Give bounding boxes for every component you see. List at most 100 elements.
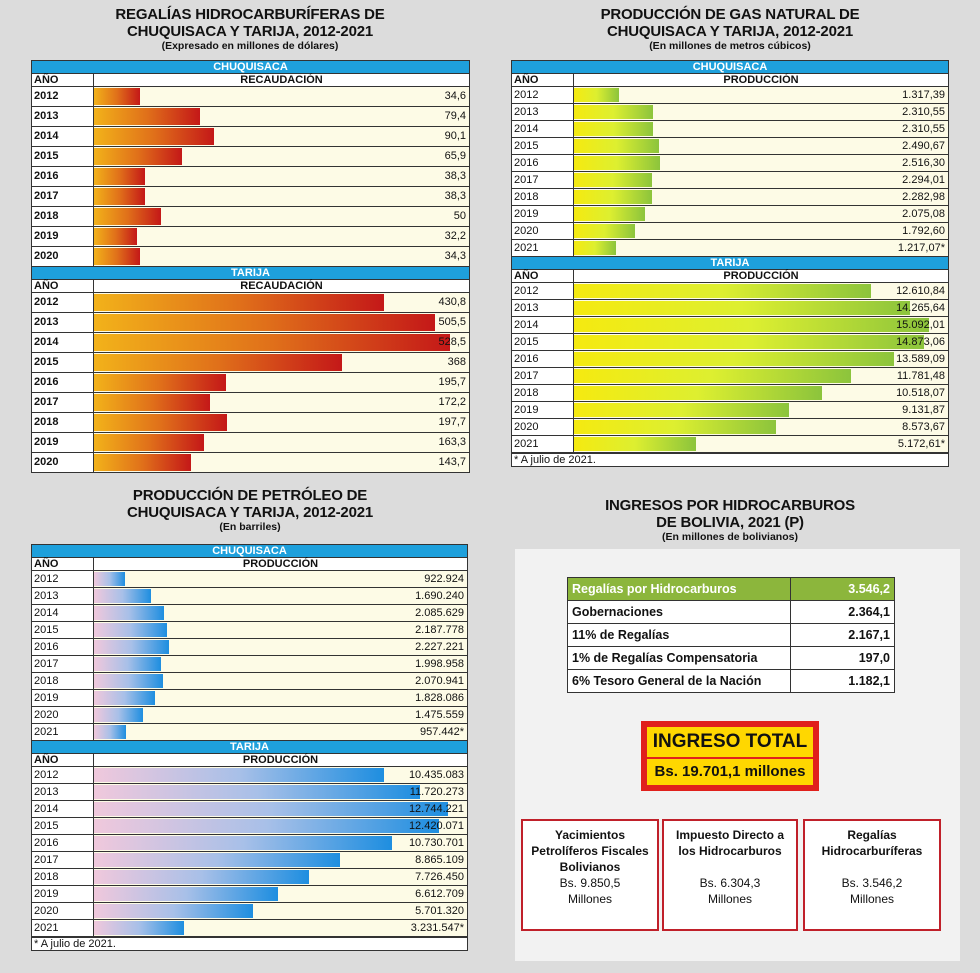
- table-row: 2015 2.490,67: [512, 138, 948, 155]
- table-row: 2014 2.310,55: [512, 121, 948, 138]
- year-cell: 2012: [32, 571, 94, 587]
- year-cell: 2014: [32, 605, 94, 621]
- bar-value-label: 8.573,67: [902, 421, 945, 433]
- box-line: los Hidrocarburos: [678, 844, 782, 858]
- year-cell: 2015: [512, 334, 574, 350]
- tarija-bar: [94, 853, 341, 867]
- year-cell: 2018: [32, 869, 94, 885]
- table-row: 2015 368: [32, 353, 469, 373]
- year-cell: 2020: [32, 453, 94, 472]
- tarija-column-header: AÑO PRODUCCIÓN: [32, 754, 467, 767]
- bar-cell: 197,7: [94, 413, 469, 432]
- chuquisaca-bar: [574, 224, 636, 238]
- table-row: 2017 1.998.958: [32, 656, 467, 673]
- table-row: 2020 8.573,67: [512, 419, 948, 436]
- bar-value-label: 5.701.320: [415, 905, 464, 917]
- income-label: Gobernaciones: [567, 600, 791, 624]
- bar-value-label: 10.518,07: [896, 387, 945, 399]
- bar-cell: 2.070.941: [94, 673, 467, 689]
- value-column-label: PRODUCCIÓN: [242, 754, 319, 766]
- bar-cell: 13.589,09: [574, 351, 948, 367]
- chuquisaca-bar: [94, 88, 141, 105]
- footnote: * A julio de 2021.: [32, 937, 467, 950]
- chuquisaca-bar: [94, 248, 140, 265]
- year-cell: 2018: [512, 385, 574, 401]
- bar-cell: 505,5: [94, 313, 469, 332]
- bar-value-label: 2.227.221: [415, 641, 464, 653]
- year-cell: 2012: [32, 767, 94, 783]
- bar-value-label: 14.265,64: [896, 302, 945, 314]
- bar-value-label: 2.310,55: [902, 106, 945, 118]
- box-amount: Bs. 9.850,5: [559, 876, 621, 890]
- tarija-bar: [94, 374, 226, 391]
- tarija-bar: [94, 454, 191, 471]
- bar-value-label: 3.231.547*: [410, 922, 464, 934]
- bar-value-label: 34,3: [444, 250, 466, 262]
- year-cell: 2014: [32, 333, 94, 352]
- table-row: 2020 1.792,60: [512, 223, 948, 240]
- bar-cell: 3.231.547*: [94, 920, 467, 936]
- tarija-bar: [94, 414, 228, 431]
- year-cell: 2013: [32, 313, 94, 332]
- chuquisaca-bar: [94, 589, 151, 603]
- table-row: 2014 528,5: [32, 333, 469, 353]
- bar-cell: 9.131,87: [574, 402, 948, 418]
- table-row: 2016 2.227.221: [32, 639, 467, 656]
- value-column-label: PRODUCCIÓN: [242, 558, 319, 570]
- year-cell: 2016: [32, 639, 94, 655]
- bar-cell: 1.828.086: [94, 690, 467, 706]
- tarija-header: TARIJA: [512, 257, 948, 270]
- year-cell: 2017: [32, 187, 94, 206]
- gas-panel: PRODUCCIÓN DE GAS NATURAL DE CHUQUISACA …: [510, 6, 950, 52]
- bar-cell: 1.998.958: [94, 656, 467, 672]
- box-line: Regalías: [847, 828, 897, 842]
- value-column-label: RECAUDACIÓN: [240, 74, 323, 86]
- year-column-label: AÑO: [32, 74, 94, 86]
- chuquisaca-bar: [94, 208, 161, 225]
- bar-value-label: 5.172,61*: [897, 438, 945, 450]
- chuquisaca-header: CHUQUISACA: [32, 545, 467, 558]
- year-cell: 2012: [512, 87, 574, 103]
- year-cell: 2018: [32, 673, 94, 689]
- chuquisaca-bar: [574, 190, 653, 204]
- year-column-label: AÑO: [32, 754, 94, 766]
- oil-subtitle: (En barriles): [219, 521, 281, 533]
- chuquisaca-bar: [94, 606, 164, 620]
- tarija-bar: [94, 870, 309, 884]
- table-row: 2020 143,7: [32, 453, 469, 472]
- year-cell: 2017: [32, 393, 94, 412]
- year-cell: 2019: [32, 227, 94, 246]
- bar-value-label: 2.085.629: [415, 607, 464, 619]
- tarija-bar: [94, 294, 385, 311]
- table-row: 2013 2.310,55: [512, 104, 948, 121]
- bar-cell: 10.730.701: [94, 835, 467, 851]
- table-row: 2016 195,7: [32, 373, 469, 393]
- bar-value-label: 15.092,01: [896, 319, 945, 331]
- income-value: 3.546,2: [790, 577, 895, 601]
- tarija-bar: [94, 334, 451, 351]
- bar-value-label: 50: [453, 210, 466, 222]
- year-cell: 2015: [512, 138, 574, 154]
- bar-cell: 2.310,55: [574, 121, 948, 137]
- box-line: Petrolíferos Fiscales: [531, 844, 649, 858]
- year-cell: 2018: [512, 189, 574, 205]
- year-cell: 2017: [32, 656, 94, 672]
- value-column-label: PRODUCCIÓN: [723, 74, 799, 86]
- bar-value-label: 172,2: [438, 396, 466, 408]
- bar-value-label: 1.217,07*: [897, 242, 945, 254]
- chuquisaca-bar: [574, 105, 653, 119]
- table-row: 2020 34,3: [32, 247, 469, 267]
- bar-cell: 7.726.450: [94, 869, 467, 885]
- bar-cell: 922.924: [94, 571, 467, 587]
- year-cell: 2012: [32, 293, 94, 312]
- table-row: 2017 172,2: [32, 393, 469, 413]
- table-row: 2016 10.730.701: [32, 835, 467, 852]
- chuquisaca-bar: [94, 188, 145, 205]
- value-column-label: PRODUCCIÓN: [723, 270, 799, 282]
- year-cell: 2014: [512, 317, 574, 333]
- bar-value-label: 2.516,30: [902, 157, 945, 169]
- bar-value-label: 2.070.941: [415, 675, 464, 687]
- bar-cell: 5.701.320: [94, 903, 467, 919]
- chuquisaca-bar: [94, 148, 182, 165]
- oil-title-1: PRODUCCIÓN DE PETRÓLEO DE: [132, 487, 368, 504]
